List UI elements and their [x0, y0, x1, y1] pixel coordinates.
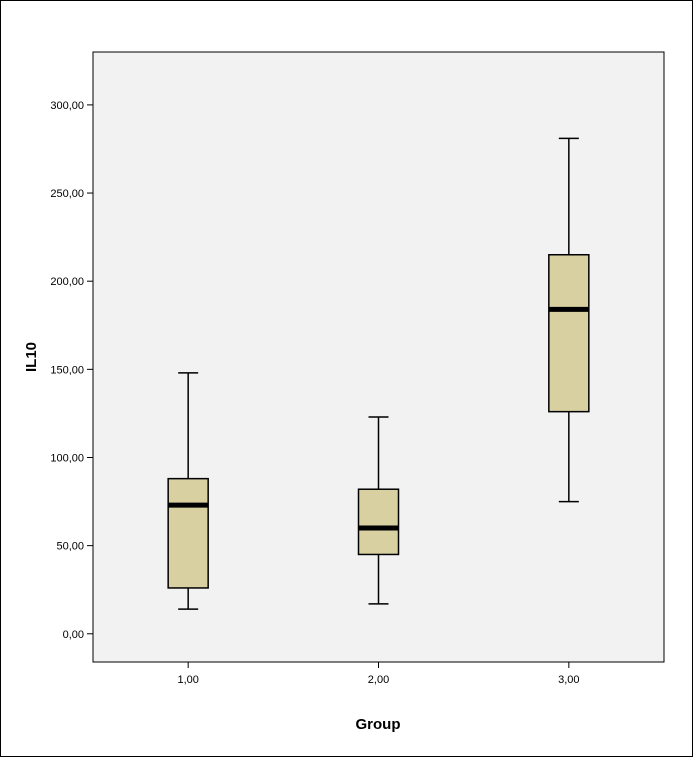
y-tick-label: 200,00	[50, 276, 84, 288]
x-tick-label: 3,00	[558, 674, 579, 686]
y-tick-label: 100,00	[50, 452, 84, 464]
box-group-2	[357, 416, 400, 605]
box-iqr	[548, 253, 590, 413]
x-tick-label: 1,00	[177, 674, 198, 686]
y-tick-label: 300,00	[50, 100, 84, 112]
box-iqr	[357, 488, 400, 556]
y-tick-label: 150,00	[50, 364, 84, 376]
boxes	[167, 137, 590, 610]
x-axis: 1,00 2,00 3,00	[177, 662, 580, 686]
box-group-1	[167, 372, 209, 610]
y-tick-label: 250,00	[50, 188, 84, 200]
box-group-3	[548, 137, 590, 503]
x-tick-label: 2,00	[368, 674, 389, 686]
y-axis: 0,00 50,00 100,00 150,00 200,00 250,00 300,00	[50, 100, 93, 641]
y-tick-label: 0,00	[63, 629, 84, 641]
x-axis-title: Group	[356, 716, 401, 733]
y-tick-label: 50,00	[56, 541, 84, 553]
y-axis-title: IL10	[23, 342, 40, 372]
box-iqr	[167, 477, 209, 589]
